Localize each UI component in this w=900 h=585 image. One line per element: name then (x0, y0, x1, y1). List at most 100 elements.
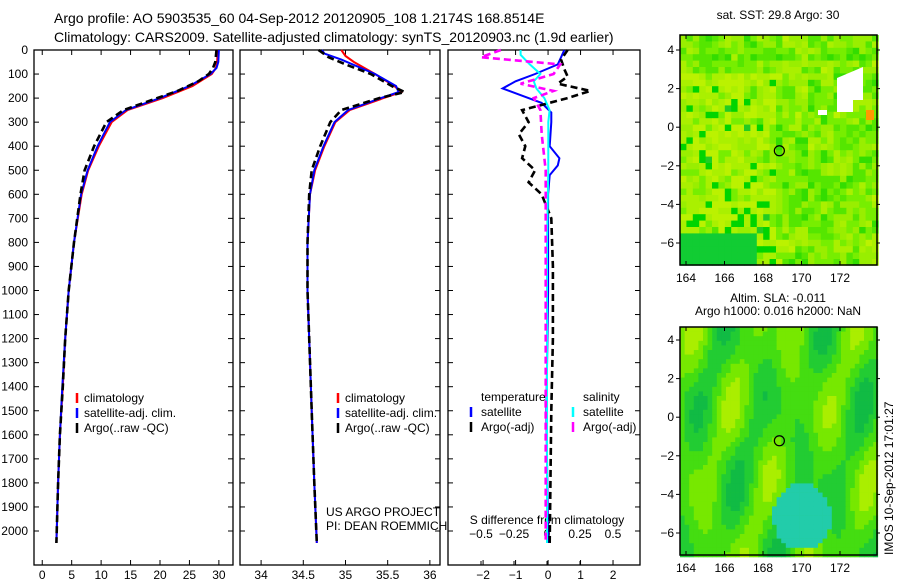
map-cell (737, 79, 745, 87)
map-cell (818, 534, 823, 539)
map-cell (693, 386, 699, 392)
map-cell (739, 428, 745, 434)
map-cell (767, 497, 773, 503)
map-cell (749, 547, 754, 553)
map-cell (693, 350, 699, 355)
map-cell (750, 143, 758, 151)
map-cell (852, 207, 860, 215)
map-cell (749, 359, 754, 365)
map-cell (864, 534, 869, 539)
map-cell (788, 143, 796, 151)
map-cell (756, 188, 764, 196)
map-cell (772, 529, 777, 535)
argo-position-marker (773, 145, 785, 157)
map-cell (758, 483, 764, 489)
map-cell (756, 35, 764, 42)
map-cell (699, 175, 706, 183)
map-cell (703, 345, 708, 351)
map-cell (827, 156, 834, 164)
map-cell (795, 501, 800, 507)
lat-tick-label: 2 (667, 82, 674, 96)
map-cell (735, 501, 741, 507)
map-cell (846, 143, 854, 151)
map-cell (744, 405, 750, 411)
map-cell (790, 547, 796, 553)
map-cell (781, 419, 787, 424)
map-cell (859, 488, 865, 493)
map-cell (750, 239, 758, 247)
map-cell (707, 520, 713, 526)
map-cell (799, 529, 805, 535)
map-cell (698, 414, 704, 420)
map-cell (753, 538, 759, 544)
map-cell (703, 451, 708, 457)
map-cell (749, 451, 754, 457)
map-cell (872, 86, 879, 93)
map-cell (776, 377, 782, 383)
map-cell (865, 131, 873, 138)
map-cell (680, 150, 687, 157)
map-cell (737, 41, 745, 49)
map-cell (868, 520, 874, 526)
map-cell (680, 492, 685, 498)
map-cell (776, 469, 782, 475)
map-cell (850, 474, 856, 480)
map-cell (841, 483, 846, 489)
map-cell (813, 350, 819, 355)
map-cell (776, 86, 783, 93)
map-cell (750, 54, 758, 61)
map-cell (749, 483, 754, 489)
map-cell (705, 220, 713, 228)
map-cell (813, 373, 819, 378)
map-cell (801, 246, 809, 253)
map-cell (788, 41, 796, 49)
map-cell (804, 474, 810, 480)
map-title: sat. SST: 29.8 Argo: 30 (717, 8, 840, 22)
map-cell (712, 163, 719, 170)
map-cell (864, 432, 869, 438)
map-cell (763, 182, 770, 189)
map-cell (769, 79, 777, 87)
map-cell (731, 118, 738, 125)
map-cell (795, 359, 800, 365)
map-cell (808, 86, 815, 93)
map-cell (686, 233, 694, 241)
map-cell (712, 451, 718, 457)
map-cell (693, 501, 699, 507)
map-cell (782, 35, 790, 42)
map-cell (721, 414, 727, 420)
map-cell (737, 143, 745, 151)
map-cell (859, 118, 866, 125)
legend-label: climatology (345, 391, 405, 405)
map-title: Argo h1000: 0.016 h2000: NaN (695, 304, 861, 318)
map-cell (788, 214, 796, 221)
depth-tick-label: 1200 (1, 332, 28, 346)
map-cell (712, 488, 718, 493)
map-cell (781, 474, 787, 480)
map-cell (868, 409, 874, 415)
map-cell (820, 182, 828, 189)
map-cell (868, 442, 874, 447)
map-cell (763, 201, 770, 209)
map-cell (873, 363, 879, 369)
map-cell (831, 377, 837, 383)
map-cell (818, 377, 823, 383)
map-cell (739, 446, 745, 452)
map-cell (758, 359, 764, 365)
map-cell (712, 105, 719, 113)
map-cell (753, 400, 759, 406)
map-cell (827, 73, 834, 81)
map-cell (831, 400, 837, 406)
map-cell (703, 460, 708, 466)
map-cell (865, 227, 873, 234)
map-cell (854, 437, 860, 443)
map-cell (716, 451, 722, 457)
map-cell (735, 396, 741, 401)
map-cell (758, 377, 764, 383)
map-cell (772, 396, 777, 401)
map-cell (699, 195, 706, 202)
map-cell (689, 409, 695, 415)
map-cell (716, 534, 722, 539)
map-cell (762, 414, 768, 420)
